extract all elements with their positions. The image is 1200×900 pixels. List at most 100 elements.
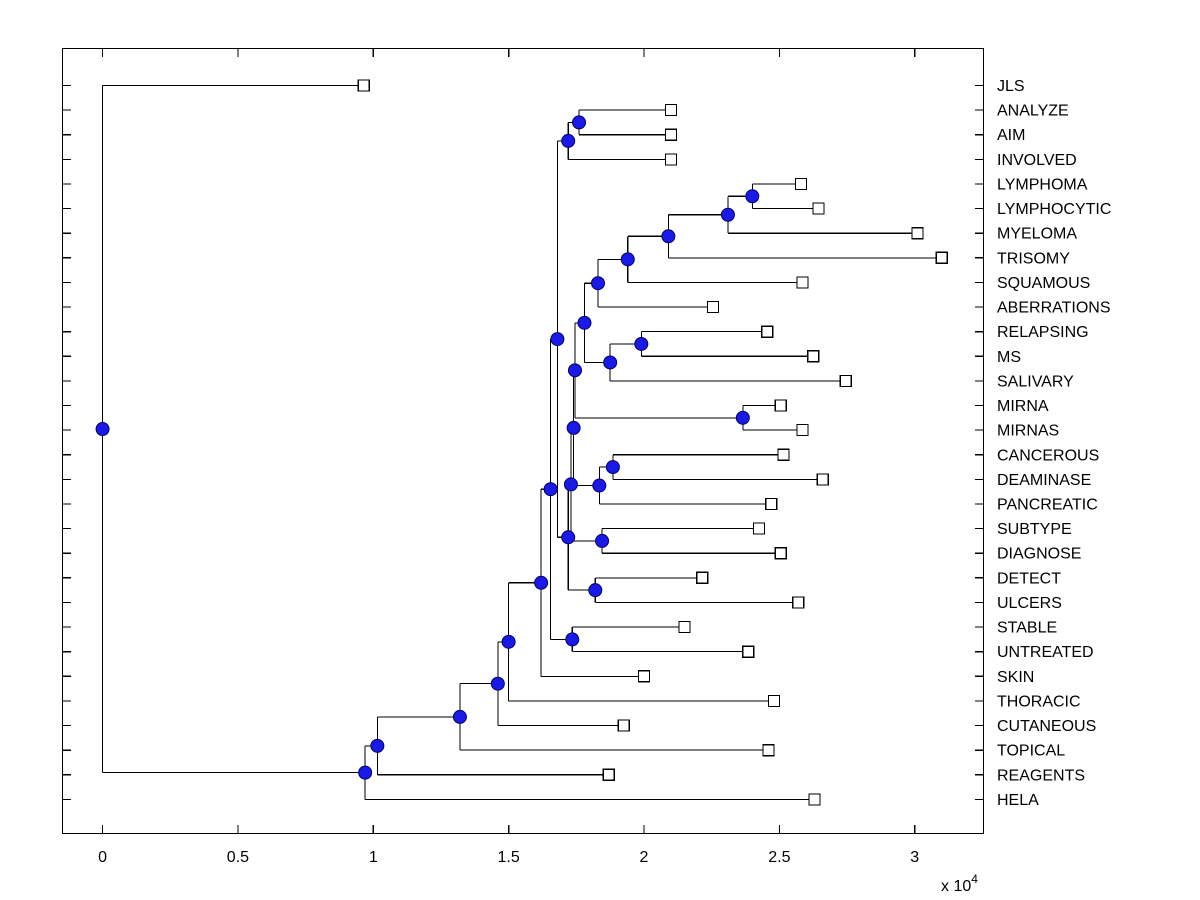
- leaf-label[interactable]: PANCREATIC: [997, 496, 1098, 513]
- leaf-marker[interactable]: [678, 620, 691, 634]
- leaf-label[interactable]: MYELOMA: [997, 226, 1077, 243]
- leaf-label[interactable]: DEAMINASE: [997, 472, 1091, 489]
- leaf-label[interactable]: JLS: [997, 78, 1025, 95]
- leaf-label[interactable]: LYMPHOCYTIC: [997, 201, 1111, 218]
- leaf-marker[interactable]: [706, 300, 720, 314]
- x-tick-label: 0.5: [227, 849, 249, 866]
- leaf-marker[interactable]: [816, 473, 829, 486]
- branch-node-marker[interactable]: [588, 583, 603, 598]
- branch-node-marker[interactable]: [661, 229, 676, 244]
- branch-node-marker[interactable]: [590, 276, 605, 291]
- leaf-label[interactable]: INVOLVED: [997, 152, 1077, 169]
- branch-node-marker[interactable]: [370, 738, 385, 753]
- x-tick-label: 2.5: [768, 849, 790, 866]
- branch-node-marker[interactable]: [543, 482, 558, 497]
- leaf-label[interactable]: UNTREATED: [997, 644, 1094, 661]
- branch-node-marker[interactable]: [561, 133, 576, 148]
- leaf-label[interactable]: MIRNA: [997, 398, 1049, 415]
- branch-node-marker[interactable]: [95, 422, 110, 437]
- leaf-marker[interactable]: [357, 79, 370, 92]
- branch-node-marker[interactable]: [501, 634, 516, 649]
- x-tick-label: 1.5: [498, 849, 520, 866]
- axis-ticks: [62, 48, 984, 834]
- leaf-label[interactable]: SQUAMOUS: [997, 275, 1090, 292]
- leaf-label[interactable]: SKIN: [997, 669, 1034, 686]
- leaf-label[interactable]: DETECT: [997, 570, 1061, 587]
- leaf-label[interactable]: HELA: [997, 792, 1039, 809]
- leaf-marker[interactable]: [664, 153, 678, 166]
- leaf-label[interactable]: TRISOMY: [997, 250, 1070, 267]
- branch-node-marker[interactable]: [534, 575, 549, 590]
- leaf-label[interactable]: STABLE: [997, 620, 1057, 637]
- leaf-marker[interactable]: [796, 424, 809, 437]
- branch-node-marker[interactable]: [561, 530, 576, 545]
- branch-node-marker[interactable]: [745, 189, 760, 204]
- branch-node-marker[interactable]: [452, 709, 467, 724]
- branch-node-marker[interactable]: [595, 533, 610, 548]
- leaf-label[interactable]: AIM: [997, 127, 1025, 144]
- leaf-marker[interactable]: [761, 325, 774, 338]
- branch-node-marker[interactable]: [605, 460, 620, 475]
- leaf-marker[interactable]: [752, 522, 766, 535]
- leaf-marker[interactable]: [794, 177, 808, 191]
- branch-node-marker[interactable]: [577, 315, 592, 330]
- branch-node-marker[interactable]: [550, 332, 565, 347]
- axis-multiplier-label: x 104: [941, 872, 978, 895]
- leaf-marker[interactable]: [911, 227, 924, 240]
- branch-node-marker[interactable]: [592, 478, 607, 493]
- leaf-label[interactable]: REAGENTS: [997, 767, 1085, 784]
- leaf-label[interactable]: ANALYZE: [997, 103, 1069, 120]
- leaf-label[interactable]: CANCEROUS: [997, 447, 1099, 464]
- x-tick-label: 0: [98, 849, 107, 866]
- leaf-label[interactable]: SUBTYPE: [997, 521, 1072, 538]
- branch-node-marker[interactable]: [634, 336, 649, 351]
- leaf-marker[interactable]: [637, 670, 651, 683]
- branch-node-marker[interactable]: [603, 355, 618, 370]
- x-tick-label: 1: [369, 849, 378, 866]
- leaf-label[interactable]: LYMPHOMA: [997, 176, 1088, 193]
- leaf-marker[interactable]: [742, 645, 755, 658]
- branch-node-marker[interactable]: [720, 207, 735, 222]
- leaf-marker[interactable]: [839, 374, 852, 388]
- branch-node-marker[interactable]: [620, 252, 635, 267]
- leaf-marker[interactable]: [812, 202, 825, 215]
- branch-node-marker[interactable]: [735, 410, 750, 425]
- leaf-marker[interactable]: [796, 276, 809, 289]
- leaf-marker[interactable]: [617, 719, 630, 732]
- leaf-label[interactable]: MS: [997, 349, 1021, 366]
- leaf-marker[interactable]: [808, 793, 821, 806]
- plot-box: [61, 47, 985, 835]
- leaf-marker[interactable]: [777, 448, 790, 461]
- leaf-marker[interactable]: [935, 251, 948, 264]
- leaf-marker[interactable]: [774, 547, 787, 560]
- leaf-marker[interactable]: [664, 128, 678, 141]
- leaf-marker[interactable]: [807, 350, 820, 363]
- branch-node-marker[interactable]: [358, 765, 373, 780]
- branch-node-marker[interactable]: [572, 115, 587, 130]
- leaf-label[interactable]: THORACIC: [997, 693, 1081, 710]
- leaf-label[interactable]: ULCERS: [997, 595, 1062, 612]
- leaf-marker[interactable]: [602, 768, 615, 781]
- branch-node-marker[interactable]: [566, 420, 581, 435]
- leaf-marker[interactable]: [762, 744, 775, 757]
- leaf-label[interactable]: ABERRATIONS: [997, 300, 1111, 317]
- leaf-label[interactable]: SALIVARY: [997, 373, 1074, 390]
- leaf-label[interactable]: RELAPSING: [997, 324, 1089, 341]
- leaf-marker[interactable]: [664, 104, 678, 117]
- leaf-label[interactable]: TOPICAL: [997, 743, 1065, 760]
- leaf-label[interactable]: DIAGNOSE: [997, 546, 1081, 563]
- branch-node-marker[interactable]: [490, 676, 505, 691]
- leaf-label[interactable]: CUTANEOUS: [997, 718, 1096, 735]
- branch-node-marker[interactable]: [563, 477, 578, 492]
- leaf-marker[interactable]: [696, 571, 709, 584]
- x-tick-label: 3: [910, 849, 919, 866]
- branch-node-marker[interactable]: [565, 632, 580, 647]
- leaf-marker[interactable]: [774, 399, 787, 412]
- leaf-marker[interactable]: [792, 596, 805, 609]
- leaf-label[interactable]: MIRNAS: [997, 423, 1059, 440]
- leaf-marker[interactable]: [765, 497, 778, 511]
- leaf-marker[interactable]: [767, 694, 781, 708]
- branch-node-marker[interactable]: [567, 363, 582, 378]
